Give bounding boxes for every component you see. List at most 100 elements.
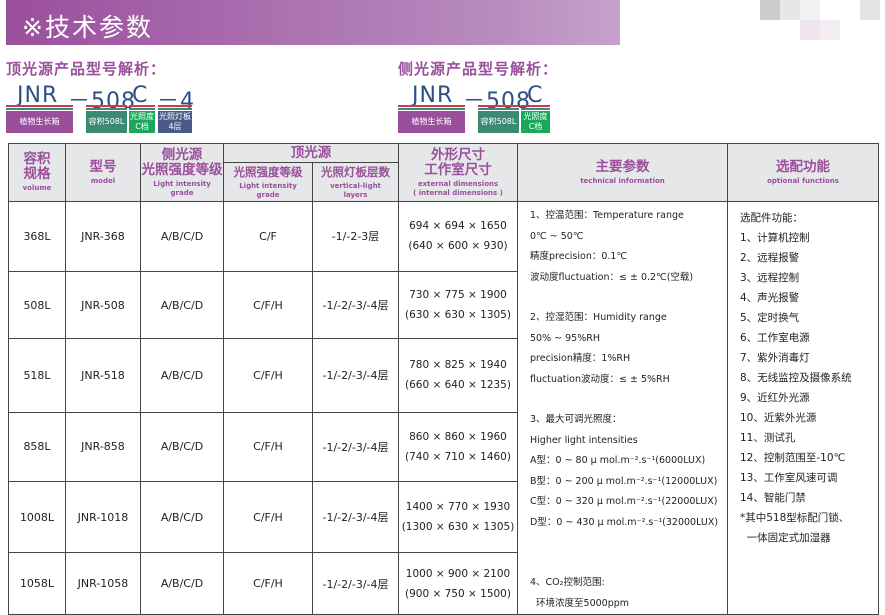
cell-layers: -1/-2/-3/-4层 [312, 481, 399, 554]
param-line: A型：0 ~ 80 μ mol.m⁻².s⁻¹(6000LUX) [530, 455, 706, 466]
table-row: 368L JNR-368 A/B/C/D C/F -1/-2-3层 694 × 694 ×… [8, 201, 879, 615]
cell-top-grade: C/F/H [223, 338, 313, 413]
code-part: C [527, 83, 544, 108]
cell-model: JNR-368 [65, 201, 141, 272]
cell-dimensions: 780 × 825 × 1940 (660 × 640 × 1235) [398, 338, 518, 413]
option-item: 11、测试孔 [740, 432, 796, 444]
option-item: 一体固定式加湿器 [740, 532, 831, 544]
option-item: 3、远程控制 [740, 272, 800, 284]
header-dimensions: 外形尺寸 工作室尺寸 external dimensions ( internal… [398, 143, 518, 202]
code-part: JNR [17, 83, 59, 108]
side-model-heading: 侧光源产品型号解析： [398, 60, 559, 78]
internal-dims: (900 × 750 × 1500) [405, 587, 511, 600]
underline [129, 105, 155, 110]
param-line: Higher light intensities [530, 434, 638, 446]
cell-top-grade: C/F/H [223, 481, 313, 554]
option-item: 2、远程报警 [740, 252, 800, 264]
cell-model: JNR-508 [65, 270, 141, 340]
cell-top-grade: C/F [223, 201, 313, 272]
label-box: 光照灯板 4层 [158, 111, 192, 133]
param-line: 2、控湿范围：Humidity range [530, 312, 667, 323]
header-top-layers: 光照灯板层数 vertical-light layers [312, 162, 399, 202]
cell-layers: -1/-2/-3/-4层 [312, 270, 399, 340]
option-item: 14、智能门禁 [740, 492, 806, 504]
cell-volume: 368L [8, 201, 66, 272]
header-side-light: 侧光源 光照强度等级 Light intensity grade [140, 143, 224, 202]
cell-model: JNR-1018 [65, 481, 141, 554]
underline [398, 105, 465, 110]
param-line [530, 553, 727, 573]
label-box: 容积508L [86, 111, 127, 133]
option-item: 13、工作室风速可调 [740, 472, 838, 484]
code-part: JNR [412, 83, 454, 108]
internal-dims: (630 × 630 × 1305) [405, 309, 511, 322]
internal-dims: (640 × 600 × 930) [408, 240, 508, 253]
table-row: 508L JNR-508 A/B/C/D C/F/H -1/-2/-3/-4层 730 ×… [8, 270, 879, 340]
option-item: 8、无线监控及摄像系统 [740, 372, 852, 384]
label-box: 光照度 C档 [129, 111, 155, 133]
option-item: 选配件功能： [740, 212, 803, 224]
cell-side-grade: A/B/C/D [140, 552, 224, 615]
underline [478, 105, 519, 110]
external-dims: 694 × 694 × 1650 [409, 220, 507, 233]
cell-volume: 508L [8, 270, 66, 340]
label-box: 植物生长箱 [398, 111, 465, 133]
param-line: precision精度：1%RH [530, 353, 631, 364]
option-item: 5、定时换气 [740, 312, 800, 324]
param-line: 50% ~ 95%RH [530, 332, 600, 344]
underline [6, 105, 73, 110]
internal-dims: (660 × 640 × 1235) [405, 379, 511, 392]
cell-model: JNR-858 [65, 411, 141, 483]
param-line [530, 390, 727, 410]
cell-model: JNR-1058 [65, 552, 141, 615]
external-dims: 1000 × 900 × 2100 [405, 567, 511, 580]
decor-square [860, 0, 880, 20]
cell-params: 1、控温范围：Temperature range 0℃ ~ 50℃ 精度precis… [517, 201, 728, 615]
decor-square [800, 20, 820, 40]
label-box: 容积508L [478, 111, 519, 133]
cell-volume: 858L [8, 411, 66, 483]
code-part: C [132, 83, 149, 108]
option-item: 9、近红外光源 [740, 392, 810, 404]
underline [158, 105, 192, 110]
table-row: 858L JNR-858 A/B/C/D C/F/H -1/-2/-3/-4层 860 ×… [8, 411, 879, 483]
section-banner: ※技术参数 [6, 0, 620, 45]
option-item: 1、计算机控制 [740, 232, 810, 244]
external-dims: 1400 × 770 × 1930 [405, 501, 511, 514]
cell-layers: -1/-2/-3/-4层 [312, 411, 399, 483]
cell-options: 选配件功能： 1、计算机控制 2、远程报警 3、远程控制 4、声光报警 5、定时换气 6、工… [727, 201, 879, 615]
cell-top-grade: C/F/H [223, 270, 313, 340]
header-model: 型号 model [65, 143, 141, 202]
cell-model: JNR-518 [65, 338, 141, 413]
external-dims: 780 × 825 × 1940 [409, 359, 507, 372]
param-line: 4、CO₂控制范围: [530, 577, 605, 588]
label-box: 光照度 C档 [521, 111, 550, 133]
option-item: 6、工作室电源 [740, 332, 810, 344]
cell-side-grade: A/B/C/D [140, 201, 224, 272]
cell-side-grade: A/B/C/D [140, 411, 224, 483]
param-line: 0℃ ~ 50℃ [530, 230, 584, 242]
param-line: C型：0 ~ 320 μ mol.m⁻².s⁻¹(22000LUX) [530, 496, 718, 507]
cell-dimensions: 1000 × 900 × 2100 (900 × 750 × 1500) [398, 552, 518, 615]
param-line: D型：0 ~ 430 μ mol.m⁻².s⁻¹(32000LUX) [530, 516, 719, 528]
header-options: 选配功能 optional functions [727, 143, 879, 202]
option-item: 7、紫外消毒灯 [740, 352, 810, 364]
decor-square [820, 20, 840, 40]
cell-volume: 518L [8, 338, 66, 413]
cell-top-grade: C/F/H [223, 411, 313, 483]
decor-square [760, 0, 780, 20]
internal-dims: (1300 × 630 × 1305) [401, 521, 515, 534]
cell-layers: -1/-2/-3/-4层 [312, 552, 399, 615]
param-line: 1、控温范围：Temperature range [530, 210, 684, 221]
external-dims: 730 × 775 × 1900 [409, 289, 507, 302]
cell-layers: -1/-2/-3/-4层 [312, 338, 399, 413]
cell-volume: 1008L [8, 481, 66, 554]
param-line: 3、最大可调光照度： [530, 414, 622, 425]
cell-dimensions: 1400 × 770 × 1930 (1300 × 630 × 1305) [398, 481, 518, 554]
section-title: ※技术参数 [22, 13, 153, 42]
decor-square [780, 0, 800, 20]
cell-dimensions: 860 × 860 × 1960 (740 × 710 × 1460) [398, 411, 518, 483]
param-line [530, 288, 727, 308]
cell-dimensions: 730 × 775 × 1900 (630 × 630 × 1305) [398, 270, 518, 340]
param-line: 波动度fluctuation：≤ ± 0.2℃(空载) [530, 271, 694, 283]
